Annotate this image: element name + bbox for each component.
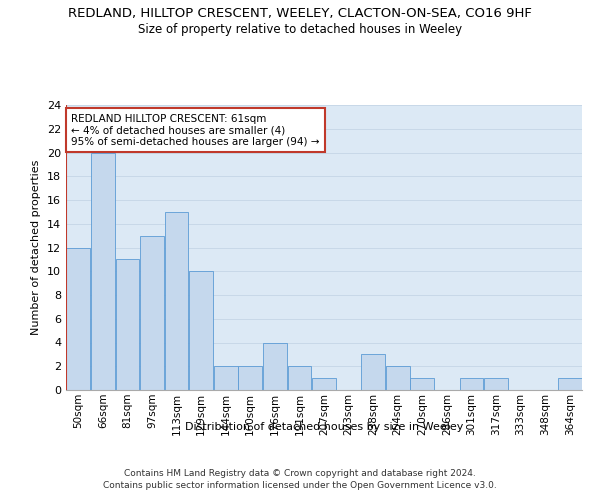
Bar — [140, 236, 164, 390]
Bar — [116, 260, 139, 390]
Text: REDLAND, HILLTOP CRESCENT, WEELEY, CLACTON-ON-SEA, CO16 9HF: REDLAND, HILLTOP CRESCENT, WEELEY, CLACT… — [68, 8, 532, 20]
Text: Distribution of detached houses by size in Weeley: Distribution of detached houses by size … — [185, 422, 463, 432]
Bar — [312, 378, 336, 390]
Bar — [67, 248, 90, 390]
Bar — [558, 378, 581, 390]
Bar — [91, 152, 115, 390]
Bar — [214, 366, 238, 390]
Bar — [484, 378, 508, 390]
Bar — [263, 342, 287, 390]
Bar — [361, 354, 385, 390]
Bar — [410, 378, 434, 390]
Bar — [460, 378, 484, 390]
Text: Size of property relative to detached houses in Weeley: Size of property relative to detached ho… — [138, 22, 462, 36]
Bar — [386, 366, 410, 390]
Bar — [189, 271, 213, 390]
Text: REDLAND HILLTOP CRESCENT: 61sqm
← 4% of detached houses are smaller (4)
95% of s: REDLAND HILLTOP CRESCENT: 61sqm ← 4% of … — [71, 114, 320, 147]
Y-axis label: Number of detached properties: Number of detached properties — [31, 160, 41, 335]
Bar — [238, 366, 262, 390]
Text: Contains HM Land Registry data © Crown copyright and database right 2024.: Contains HM Land Registry data © Crown c… — [124, 469, 476, 478]
Text: Contains public sector information licensed under the Open Government Licence v3: Contains public sector information licen… — [103, 481, 497, 490]
Bar — [287, 366, 311, 390]
Bar — [164, 212, 188, 390]
